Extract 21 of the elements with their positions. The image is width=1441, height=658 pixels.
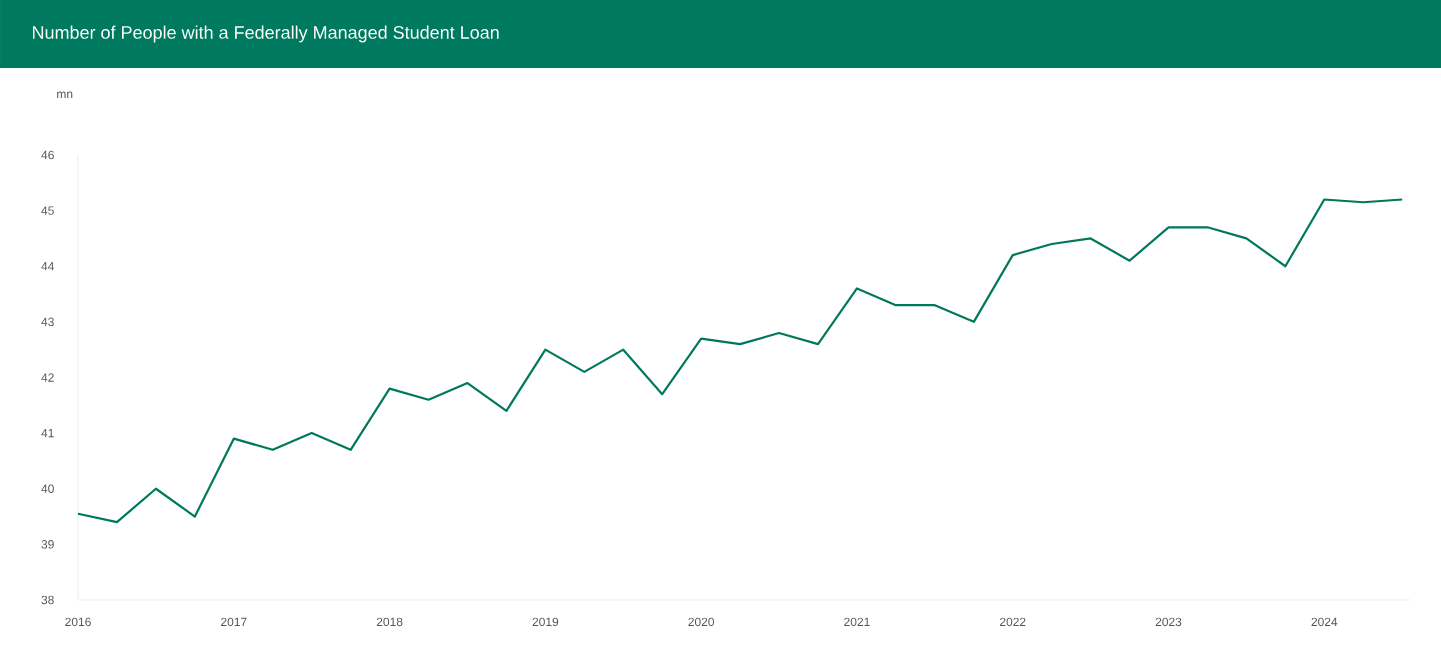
x-tick-label: 2022 (1000, 617, 1026, 627)
y-tick-label: 40 (41, 484, 54, 493)
x-tick-label: 2023 (1155, 617, 1182, 627)
y-tick-label: 43 (41, 317, 54, 327)
y-tick-label: 41 (41, 428, 54, 438)
y-tick-label: 46 (41, 150, 54, 160)
x-tick-label: 2019 (532, 617, 559, 627)
x-tick-label: 2016 (65, 617, 91, 627)
y-tick-label: 42 (41, 373, 54, 382)
y-axis-title: mn (57, 91, 73, 99)
x-tick-label: 2020 (688, 617, 715, 627)
chart-title: Number of People with a Federally Managed Student Loan (33, 25, 499, 43)
y-tick-label: 39 (41, 540, 54, 549)
x-tick-label: 2017 (221, 617, 247, 627)
y-tick-label: 44 (41, 262, 55, 271)
x-tick-label: 2021 (844, 617, 870, 627)
y-tick-label: 38 (41, 595, 54, 605)
x-tick-label: 2024 (1311, 617, 1338, 627)
line-series (76, 198, 1404, 524)
y-tick-label: 45 (41, 206, 54, 215)
x-tick-label: 2018 (376, 617, 403, 627)
